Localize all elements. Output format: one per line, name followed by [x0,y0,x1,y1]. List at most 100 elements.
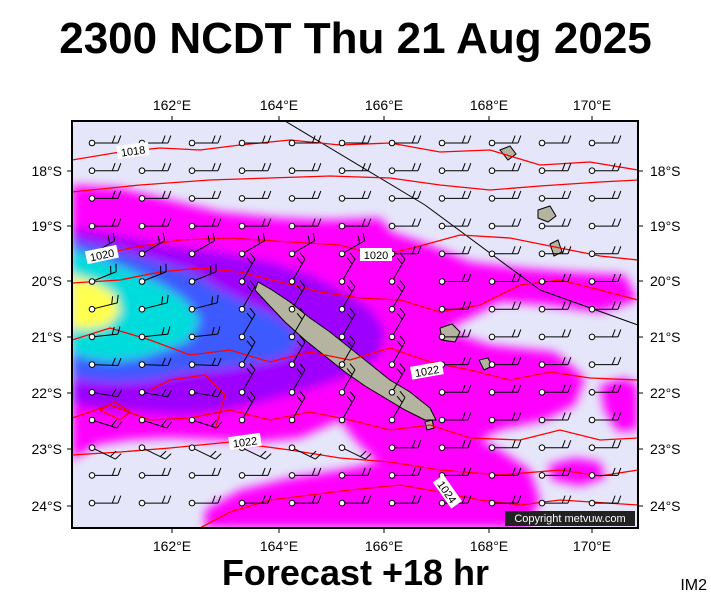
wind-barb-staff [91,302,118,310]
wind-barb-feather [611,467,616,476]
wind-barb-feather [259,450,267,457]
wind-barb-feather [166,421,173,429]
wind-station-circle [288,499,296,507]
wind-barb-feather [317,218,322,227]
wind-station-circle [288,167,296,174]
lat-label: 21°S [650,329,681,345]
wind-barb-feather [117,190,122,199]
wind-station-circle [588,389,596,396]
wind-barb-feather [212,232,216,241]
wind-station-circle [388,499,396,507]
wind-barb-staff [241,341,256,365]
wind-station-circle [588,305,596,313]
wind-barb-staff [141,333,168,338]
wind-barb-feather [511,440,516,448]
wind-station-circle [538,167,546,174]
wind-barb-feather [117,218,122,227]
wind-barb-feather [567,301,572,310]
wind-barb-feather [211,135,216,144]
wind-barb-staff [341,240,365,255]
wind-barb-feather [467,246,472,254]
lat-label: 24°S [31,498,62,514]
wind-barb-feather [246,368,253,376]
wind-barb-staff [291,240,315,255]
wind-barb-feather [361,163,366,171]
wind-barb-staff [241,397,256,421]
wind-barb-feather [567,246,572,254]
wind-barb-feather [396,285,403,292]
wind-barb-feather [399,252,406,260]
wind-barb-feather [312,232,316,241]
wind-station-circle [338,195,346,202]
wind-barb-feather [361,135,366,144]
wind-barb-feather [567,329,572,338]
wind-barb-staff [141,419,167,429]
wind-barb-feather [611,412,616,421]
wind-barb-feather [267,218,272,227]
wind-barb-staff [391,286,406,310]
wind-barb-staff [391,369,406,393]
wind-station-circle [88,499,96,507]
precip-light-east [600,378,638,432]
wind-station-circle [188,305,196,313]
wind-barb-feather [211,190,216,199]
wind-barb-feather [116,294,119,303]
wind-station-circle [538,250,546,258]
wind-barb-feather [367,190,372,199]
wind-barb-feather [611,384,616,393]
wind-barb-feather [167,357,172,366]
wind-station-circle [588,499,596,507]
wind-barb-feather [261,135,266,144]
lon-label: 164°E [260,97,298,113]
wind-station-circle [138,167,146,174]
isobar-line [72,441,638,477]
wind-barb-feather [317,163,322,171]
wind-barb-feather [346,257,353,265]
wind-barb-feather [617,246,622,254]
wind-barb-feather [511,495,516,504]
wind-barb-feather [517,356,522,365]
wind-barb-feather [517,412,522,421]
wind-barb-feather [461,467,466,476]
wind-barb-feather [511,301,516,310]
wind-station-circle [438,389,446,396]
wind-station-circle [438,222,446,230]
wind-station-circle [238,472,246,479]
wind-station-circle [238,167,246,174]
wind-station-circle [388,305,396,313]
wind-barb-feather [611,301,616,310]
wind-station-circle [138,499,146,507]
wind-station-circle [288,333,296,341]
wind-barb-feather [346,340,353,348]
wind-barb-staff [241,369,256,393]
wind-barb-feather [117,326,121,335]
wind-station-circle [388,167,396,174]
wind-barb-feather [567,467,572,476]
wind-barb-staff [291,369,306,393]
wind-barb-staff [191,419,217,429]
wind-barb-feather [246,312,253,320]
wind-barb-feather [617,440,622,448]
wind-barb-staff [291,286,306,310]
wind-barb-feather [112,232,116,241]
wind-station-circle [338,389,346,396]
wind-barb-staff [241,258,256,282]
wind-barb-staff [91,419,117,429]
wind-barb-feather [617,218,622,227]
wind-barb-feather [267,163,272,171]
wind-barb-feather [346,285,353,292]
wind-barb-feather [467,467,472,476]
wind-station-circle [538,222,546,230]
wind-barb-feather [346,395,353,403]
wind-barb-feather [249,335,256,343]
wind-station-circle [338,333,346,341]
wind-barb-feather [561,329,566,338]
wind-barb-feather [561,384,566,393]
isobar-line [149,374,226,431]
wind-station-circle [338,139,346,147]
wind-station-circle [338,305,346,313]
longitude-labels-bottom: 162°E 164°E 166°E 168°E 170°E [153,538,611,554]
wind-barb-feather [217,218,222,227]
wind-barb-feather [211,163,216,171]
wind-barb-feather [517,135,522,144]
